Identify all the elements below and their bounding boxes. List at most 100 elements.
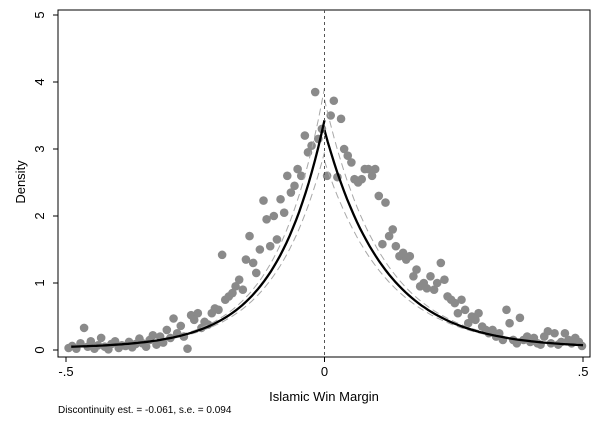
x-axis-label: Islamic Win Margin [269,389,379,404]
data-point [429,285,439,295]
data-point [381,198,390,207]
data-point [440,275,449,284]
data-point [378,239,387,249]
y-tick-label: 1 [32,279,47,286]
data-point [436,258,446,268]
data-point [214,305,223,315]
data-point [488,325,497,335]
data-point [269,211,279,221]
data-point [286,188,296,197]
ci-band-right-upper [324,99,584,346]
x-tick-label: .5 [578,364,589,379]
axes: 0 1 2 3 4 5 -.5 0 .5 [32,10,588,379]
data-point [255,245,265,254]
data-point [326,111,336,120]
data-point [412,265,421,274]
fitted-density-lines [71,119,584,348]
data-point [515,313,525,323]
data-point [347,158,356,167]
data-point [560,328,570,338]
data-point [460,305,470,315]
y-tick-label: 0 [32,346,47,353]
data-point [474,308,483,318]
y-axis-label: Density [13,160,28,204]
data-point [262,215,271,224]
data-point [238,285,248,295]
data-point [384,231,394,241]
data-point [272,235,282,244]
data-point [364,164,373,174]
data-point [241,255,251,264]
data-point [370,164,380,174]
data-point [398,248,408,258]
x-tick-label: -.5 [58,364,73,379]
data-point [79,323,89,333]
y-tick-label: 2 [32,212,47,219]
data-point [367,171,377,181]
ci-band-left-lower [71,152,325,348]
data-point [374,191,384,201]
y-tick-label: 3 [32,145,47,152]
data-point [307,141,316,150]
data-point [176,321,186,331]
data-point [550,328,559,338]
data-point [228,288,237,298]
data-point [96,333,106,343]
fit-line-left [71,119,326,348]
discontinuity-note: Discontinuity est. = -0.061, s.e. = 0.09… [58,405,232,416]
data-point [450,298,460,308]
data-point [152,340,161,349]
data-point [453,308,463,318]
ci-band-left-upper [71,87,325,347]
data-point [463,318,473,328]
data-point [343,151,353,160]
y-tick-label: 5 [32,11,47,18]
data-point [86,336,96,346]
data-point [409,272,418,281]
data-point [189,315,199,325]
data-point [457,295,466,305]
data-point [357,174,367,184]
ci-band-right-lower [324,160,584,346]
data-point [231,282,240,291]
data-point [193,308,203,318]
data-point [300,131,310,140]
data-point [248,258,258,268]
data-point [405,251,415,261]
data-point [293,164,302,174]
data-point [183,344,192,353]
data-point [471,315,480,325]
y-tick-label: 4 [32,78,47,85]
data-point [148,330,158,340]
data-point [279,208,289,217]
data-point [282,171,292,181]
data-point [141,342,151,351]
data-point [391,241,401,251]
data-point [426,272,435,281]
data-point [432,278,442,288]
data-point [336,114,346,124]
data-point [502,305,511,315]
data-point [329,96,339,106]
data-point [276,194,285,204]
data-point [259,196,268,205]
data-point [217,250,227,260]
data-point [422,284,432,293]
data-point [290,181,299,191]
data-point [388,225,398,234]
fit-line-right [323,129,584,347]
data-point [512,339,522,348]
data-point [245,231,254,241]
data-point [296,171,306,181]
scatter-points [64,87,587,354]
x-tick-label: 0 [321,364,328,379]
data-point [162,325,172,335]
data-point [169,314,178,323]
data-point [339,144,349,154]
data-point [265,241,275,251]
data-point [543,326,553,336]
data-point [505,318,514,328]
data-point [251,268,261,278]
data-point [234,275,244,284]
